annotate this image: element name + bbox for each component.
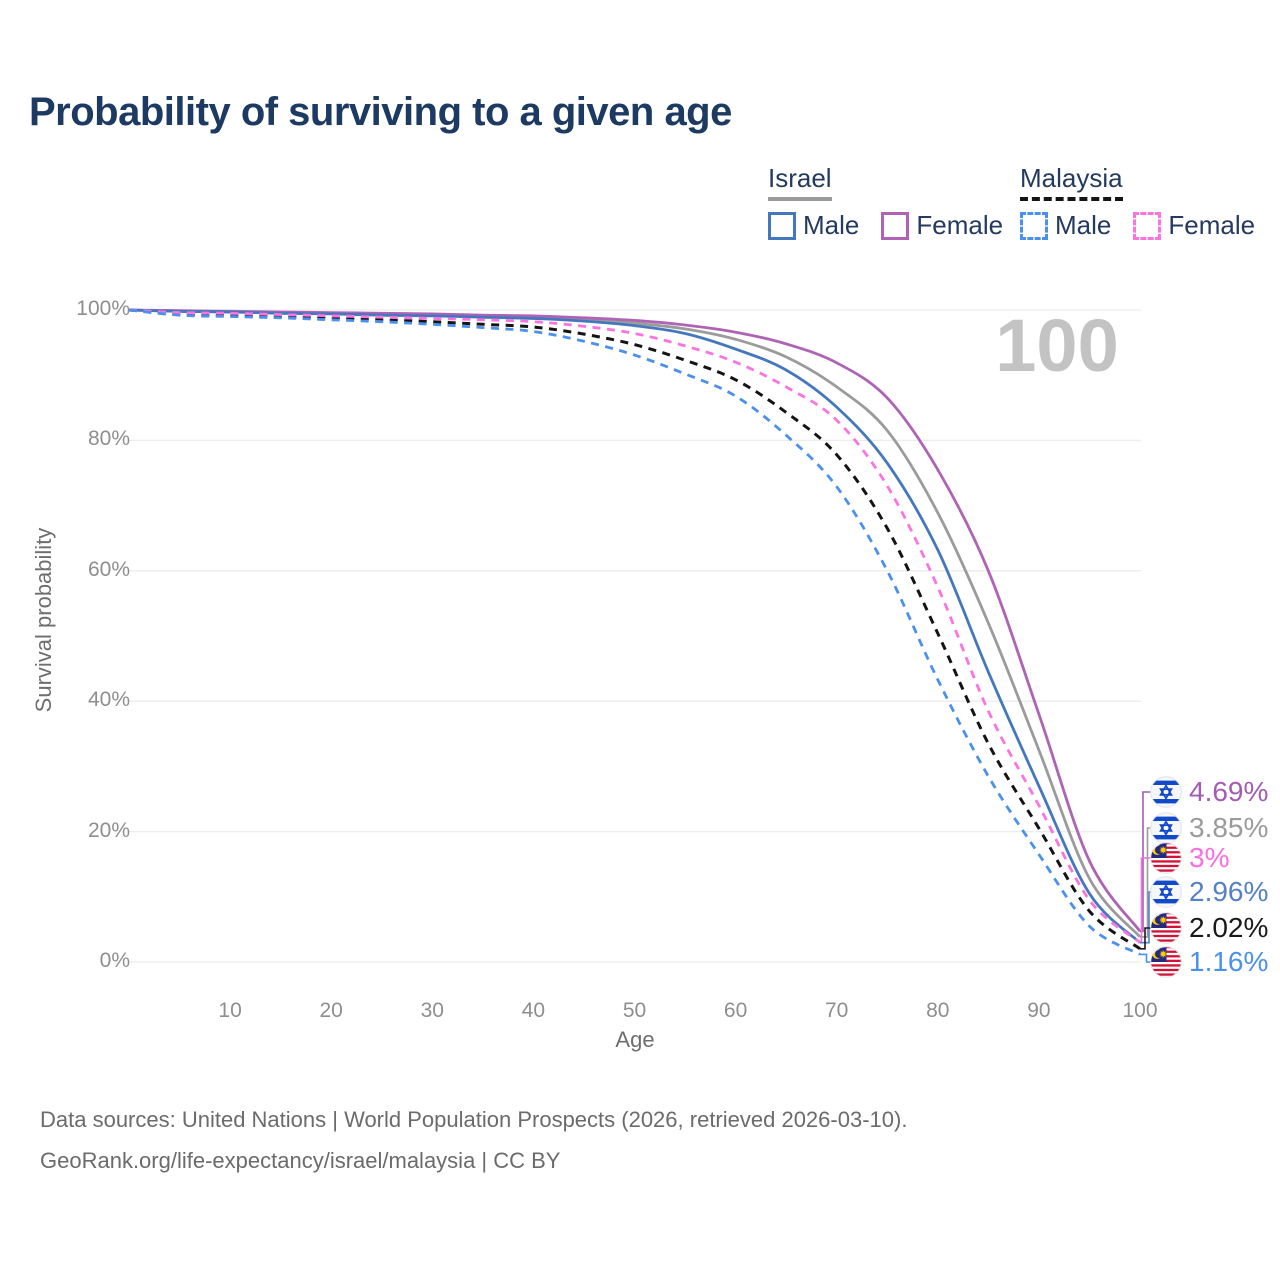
legend-group-israel: Israel Male Female <box>768 163 1003 241</box>
x-tick-80: 80 <box>926 999 950 1022</box>
connector-malaysia-male <box>1140 953 1151 963</box>
page-title: Probability of surviving to a given age <box>29 90 732 134</box>
y-tick-0: 0% <box>99 949 130 972</box>
end-label-value: 1.16% <box>1189 946 1269 977</box>
x-tick-90: 90 <box>1027 999 1051 1022</box>
legend-label: Male <box>1055 210 1112 240</box>
footer-data-sources: Data sources: United Nations | World Pop… <box>40 1107 908 1132</box>
y-tick-60: 60% <box>87 557 130 581</box>
end-label-value: 3.85% <box>1189 812 1269 843</box>
legend-swatch-malaysia-male[interactable] <box>1020 211 1048 240</box>
legend-item-israel-female[interactable]: Female <box>881 210 1003 241</box>
end-label-value: 3% <box>1189 842 1230 873</box>
y-tick-20: 20% <box>87 818 130 842</box>
connector-israel-average <box>1140 827 1151 938</box>
end-label-value: 4.69% <box>1189 776 1269 807</box>
x-tick-100: 100 <box>1122 999 1158 1022</box>
legend-group-malaysia: Malaysia Male Female <box>1020 163 1255 241</box>
israel-flag-icon <box>1150 776 1182 808</box>
y-tick-80: 80% <box>87 427 130 451</box>
x-tick-40: 40 <box>521 999 546 1022</box>
end-label-malaysia-male: 1.16% <box>1150 945 1268 979</box>
end-label-malaysia-average: 2.02% <box>1150 911 1268 945</box>
malaysia-flag-icon <box>1150 842 1182 874</box>
legend-country-israel: Israel <box>768 163 832 201</box>
malaysia-flag-icon <box>1150 912 1182 944</box>
y-tick-100: 100% <box>76 297 130 320</box>
legend-swatch-malaysia-female[interactable] <box>1133 211 1162 240</box>
x-tick-20: 20 <box>319 999 343 1022</box>
legend-label: Female <box>1168 210 1256 240</box>
x-axis-title: Age <box>615 1027 655 1052</box>
x-tick-60: 60 <box>723 999 748 1022</box>
malaysia-flag-icon <box>1150 946 1182 978</box>
end-label-israel-female: 4.69% <box>1150 775 1268 809</box>
end-label-israel-average: 3.85% <box>1150 811 1268 845</box>
israel-flag-icon <box>1150 876 1182 908</box>
legend-swatch-israel-female[interactable] <box>881 211 910 240</box>
legend-item-malaysia-male[interactable]: Male <box>1020 210 1111 241</box>
curve-malaysia-male <box>128 308 1141 956</box>
y-axis-title: Survival probability <box>31 527 56 713</box>
legend-label: Female <box>916 210 1004 240</box>
x-tick-50: 50 <box>622 999 647 1022</box>
x-tick-10: 10 <box>218 999 242 1022</box>
end-label-value: 2.96% <box>1189 876 1269 907</box>
x-tick-70: 70 <box>825 999 849 1022</box>
curve-israel-male <box>128 308 1141 944</box>
end-label-value: 2.02% <box>1189 912 1269 943</box>
israel-flag-icon <box>1150 812 1182 844</box>
curve-malaysia-average <box>128 308 1141 951</box>
legend-item-malaysia-female[interactable]: Female <box>1133 210 1255 241</box>
end-label-malaysia-female: 3% <box>1150 841 1229 875</box>
y-tick-40: 40% <box>87 688 130 712</box>
legend-label: Male <box>803 210 860 240</box>
curve-malaysia-female <box>128 308 1141 944</box>
legend-country-malaysia: Malaysia <box>1020 163 1123 201</box>
end-label-israel-male: 2.96% <box>1150 875 1268 909</box>
curve-israel-average <box>128 308 1142 938</box>
footer-attribution: GeoRank.org/life-expectancy/israel/malay… <box>40 1148 561 1173</box>
connector-malaysia-average <box>1140 927 1151 950</box>
watermark-age-100: 100 <box>995 304 1118 387</box>
legend-item-israel-male[interactable]: Male <box>768 210 859 241</box>
x-tick-30: 30 <box>420 999 444 1022</box>
legend-swatch-israel-male[interactable] <box>768 211 796 240</box>
